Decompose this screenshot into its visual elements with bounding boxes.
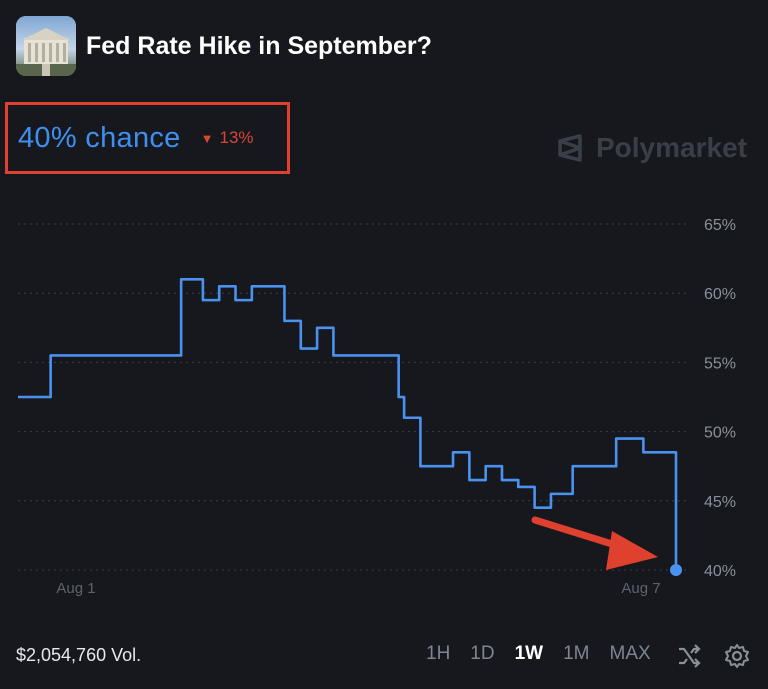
range-1w[interactable]: 1W (514, 643, 544, 664)
y-tick-label: 45% (704, 494, 736, 511)
volume-label: $2,054,760 Vol. (16, 645, 142, 665)
x-tick-label: Aug 7 (621, 580, 660, 597)
change-value: 13% (219, 128, 254, 147)
annotation-arrow (531, 516, 658, 570)
range-1m[interactable]: 1M (563, 643, 590, 664)
market-title: Fed Rate Hike in September? (86, 31, 432, 60)
market-thumbnail (16, 16, 76, 76)
y-tick-label: 55% (704, 355, 736, 372)
change-indicator: ▼ 13% (201, 128, 254, 148)
y-axis-labels: 65% 60% 55% 50% 45% 40% (704, 217, 736, 580)
shuffle-icon (679, 644, 701, 668)
range-1h[interactable]: 1H (426, 643, 451, 664)
arrow-head (606, 531, 658, 570)
x-tick-label: Aug 1 (56, 580, 95, 597)
market-header: Fed Rate Hike in September? (16, 16, 432, 76)
brand-name: Polymarket (596, 132, 747, 163)
series-line (18, 278, 678, 570)
range-1d[interactable]: 1D (470, 643, 495, 664)
chart-grid (18, 223, 690, 571)
polymarket-icon (558, 134, 582, 162)
down-triangle-icon: ▼ (200, 130, 214, 146)
y-tick-label: 40% (704, 563, 736, 580)
y-tick-label: 50% (704, 425, 736, 442)
shuffle-button[interactable] (676, 643, 702, 669)
probability-highlight: 40% chance ▼ 13% (5, 102, 290, 174)
time-range-selector: 1H 1D 1W 1M MAX (426, 643, 671, 665)
y-tick-label: 65% (704, 217, 736, 234)
gear-icon (725, 644, 749, 668)
polymarket-logo: Polymarket (556, 132, 747, 164)
chance-value: 40% chance (18, 121, 181, 154)
y-tick-label: 60% (704, 286, 736, 303)
x-axis-labels: Aug 1 Aug 7 (56, 580, 660, 597)
settings-button[interactable] (724, 643, 750, 669)
series-end-point (670, 564, 682, 576)
range-max[interactable]: MAX (609, 643, 651, 664)
probability-chart[interactable]: 65% 60% 55% 50% 45% 40% Aug 1 Aug 7 (0, 200, 768, 600)
